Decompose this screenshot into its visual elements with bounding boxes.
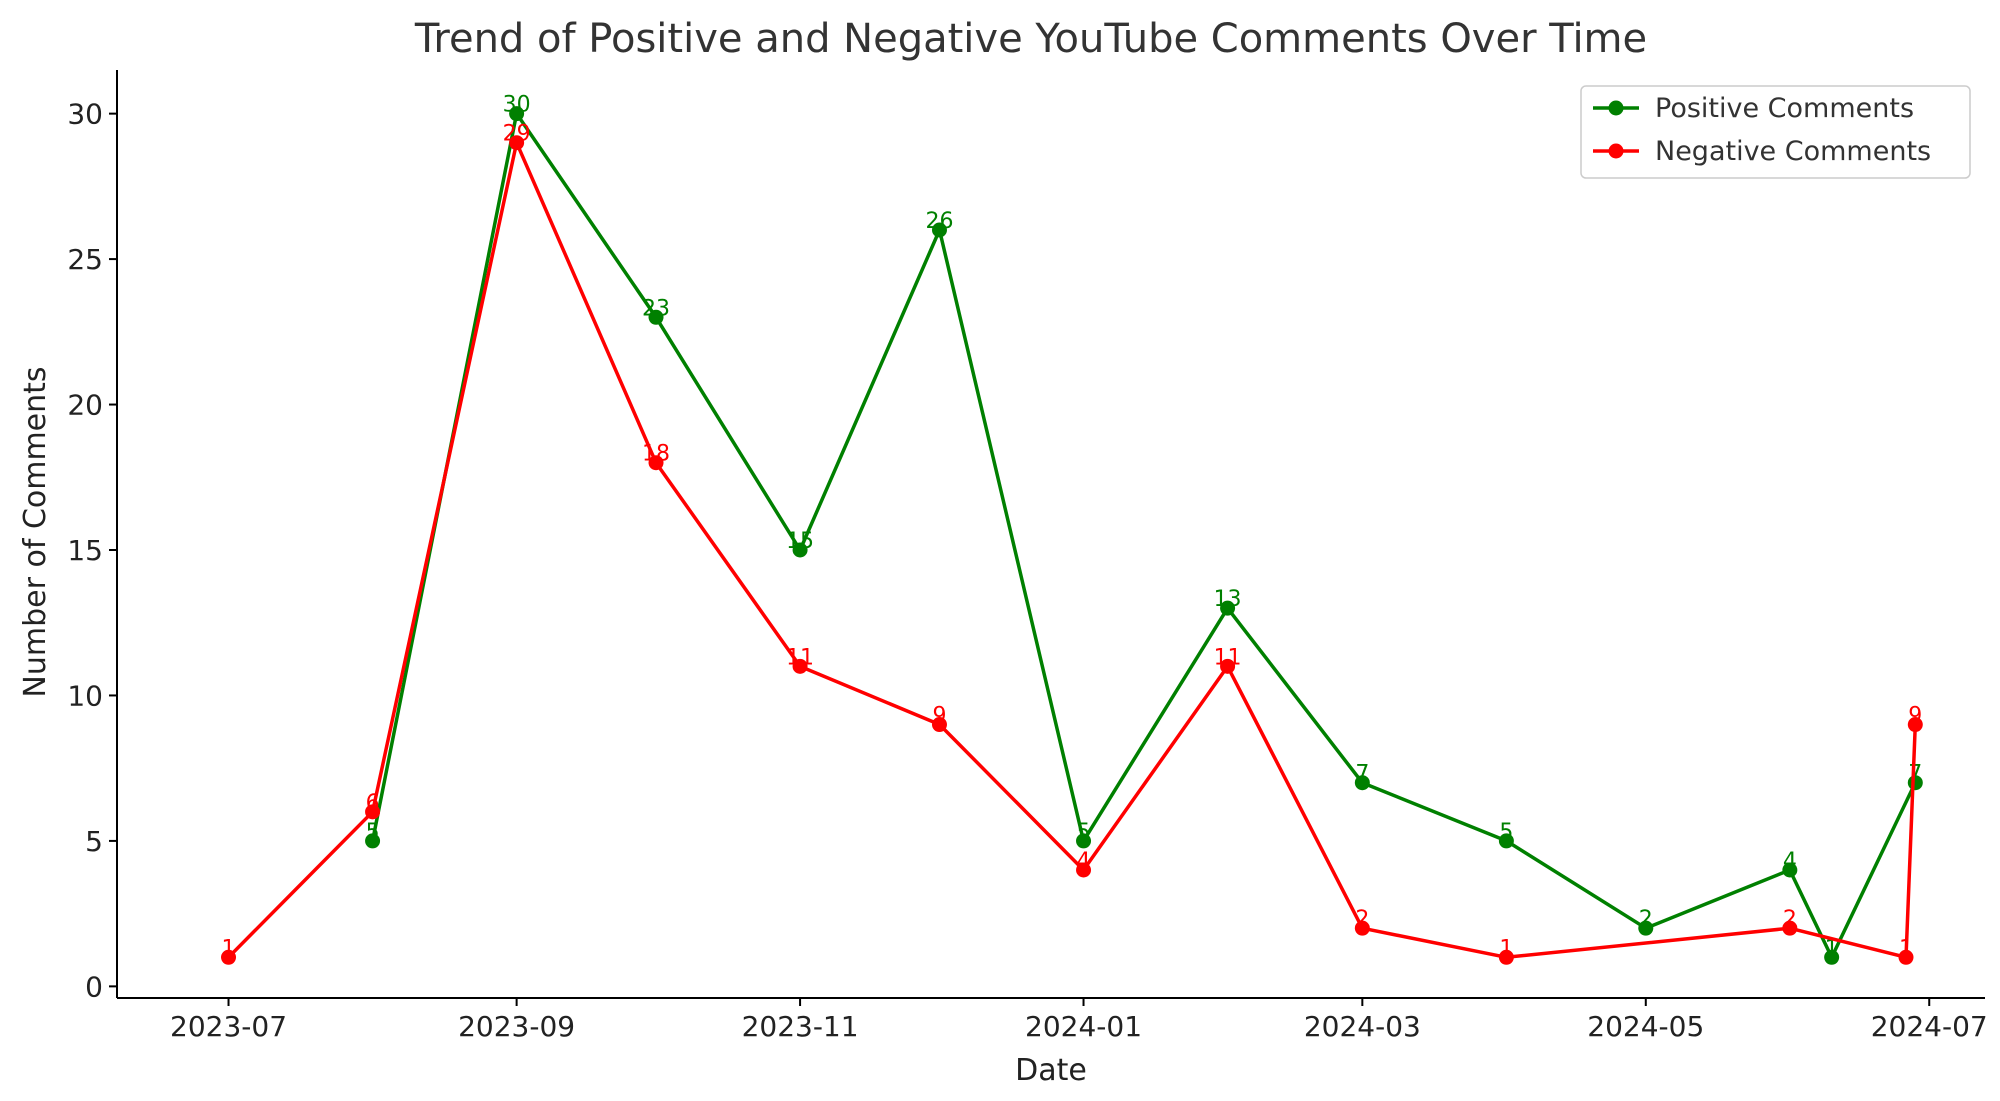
data-point <box>509 135 525 151</box>
data-point <box>648 309 664 325</box>
legend-label: Positive Comments <box>1655 93 1914 124</box>
data-point <box>931 717 947 733</box>
data-point <box>1354 775 1370 791</box>
data-point <box>509 106 525 122</box>
legend: Positive Comments Negative Comments <box>1580 85 1971 179</box>
series-line <box>370 111 1917 960</box>
data-label: 11 <box>786 645 814 670</box>
legend-marker <box>1608 143 1624 159</box>
data-label: 5 <box>1499 820 1513 845</box>
data-point <box>221 949 237 965</box>
data-label: 2 <box>1783 907 1797 932</box>
data-label: 2 <box>1639 907 1653 932</box>
data-point <box>1220 600 1236 616</box>
data-label: 15 <box>786 529 814 554</box>
data-point <box>1824 949 1840 965</box>
data-label: 13 <box>1214 587 1242 612</box>
data-label: 1 <box>222 936 236 961</box>
data-label: 5 <box>366 820 380 845</box>
data-point <box>792 658 808 674</box>
series-line <box>227 140 1918 960</box>
x-axis-title: Date <box>1015 1053 1087 1088</box>
data-point <box>1898 949 1914 965</box>
y-tick-label: 25 <box>67 243 103 276</box>
y-tick-label: 5 <box>85 825 103 858</box>
data-label: 4 <box>1077 849 1091 874</box>
data-label: 18 <box>642 442 670 467</box>
legend-box <box>1580 85 1971 179</box>
data-point <box>1076 833 1092 849</box>
data-label: 11 <box>1214 645 1242 670</box>
x-tick-label: 2024-05 <box>1587 1010 1704 1043</box>
y-tick-label: 0 <box>85 970 103 1003</box>
data-point <box>931 222 947 238</box>
data-point <box>648 455 664 471</box>
data-label: 1 <box>1825 936 1839 961</box>
x-tick-label: 2024-01 <box>1025 1010 1142 1043</box>
x-tick-label: 2024-03 <box>1304 1010 1421 1043</box>
series-1: 1 6 29 18 11 9 4 11 2 1 2 1 9 <box>221 122 1923 965</box>
y-tick-label: 20 <box>67 389 103 422</box>
data-point <box>1498 949 1514 965</box>
y-tick-label: 30 <box>67 98 103 131</box>
data-point <box>1782 920 1798 936</box>
data-label: 1 <box>1899 936 1913 961</box>
data-label: 5 <box>1077 820 1091 845</box>
data-label: 6 <box>366 791 380 816</box>
data-point <box>1354 920 1370 936</box>
data-label: 2 <box>1355 907 1369 932</box>
data-label: 26 <box>925 209 953 234</box>
legend-label: Negative Comments <box>1655 136 1931 167</box>
data-point <box>1076 862 1092 878</box>
x-tick-label: 2024-07 <box>1871 1010 1988 1043</box>
data-point <box>792 542 808 558</box>
data-label: 29 <box>503 122 531 147</box>
data-point <box>365 804 381 820</box>
data-point <box>1638 920 1654 936</box>
y-axis-title: Number of Comments <box>18 366 53 697</box>
data-label: 30 <box>503 93 531 118</box>
data-label: 9 <box>1908 704 1922 729</box>
x-tick-label: 2023-07 <box>170 1010 287 1043</box>
data-point <box>1220 658 1236 674</box>
data-label: 7 <box>1355 762 1369 787</box>
data-label: 9 <box>932 704 946 729</box>
y-tick-label: 15 <box>67 534 103 567</box>
x-tick-label: 2023-09 <box>458 1010 575 1043</box>
data-label: 23 <box>642 296 670 321</box>
legend-marker <box>1608 100 1624 116</box>
data-point <box>365 833 381 849</box>
data-point <box>1782 862 1798 878</box>
data-label: 4 <box>1783 849 1797 874</box>
y-tick-label: 10 <box>67 679 103 712</box>
data-label: 1 <box>1499 936 1513 961</box>
data-point <box>1498 833 1514 849</box>
chart-title: Trend of Positive and Negative YouTube C… <box>414 16 1647 62</box>
data-point <box>1907 717 1923 733</box>
x-tick-label: 2023-11 <box>742 1010 859 1043</box>
